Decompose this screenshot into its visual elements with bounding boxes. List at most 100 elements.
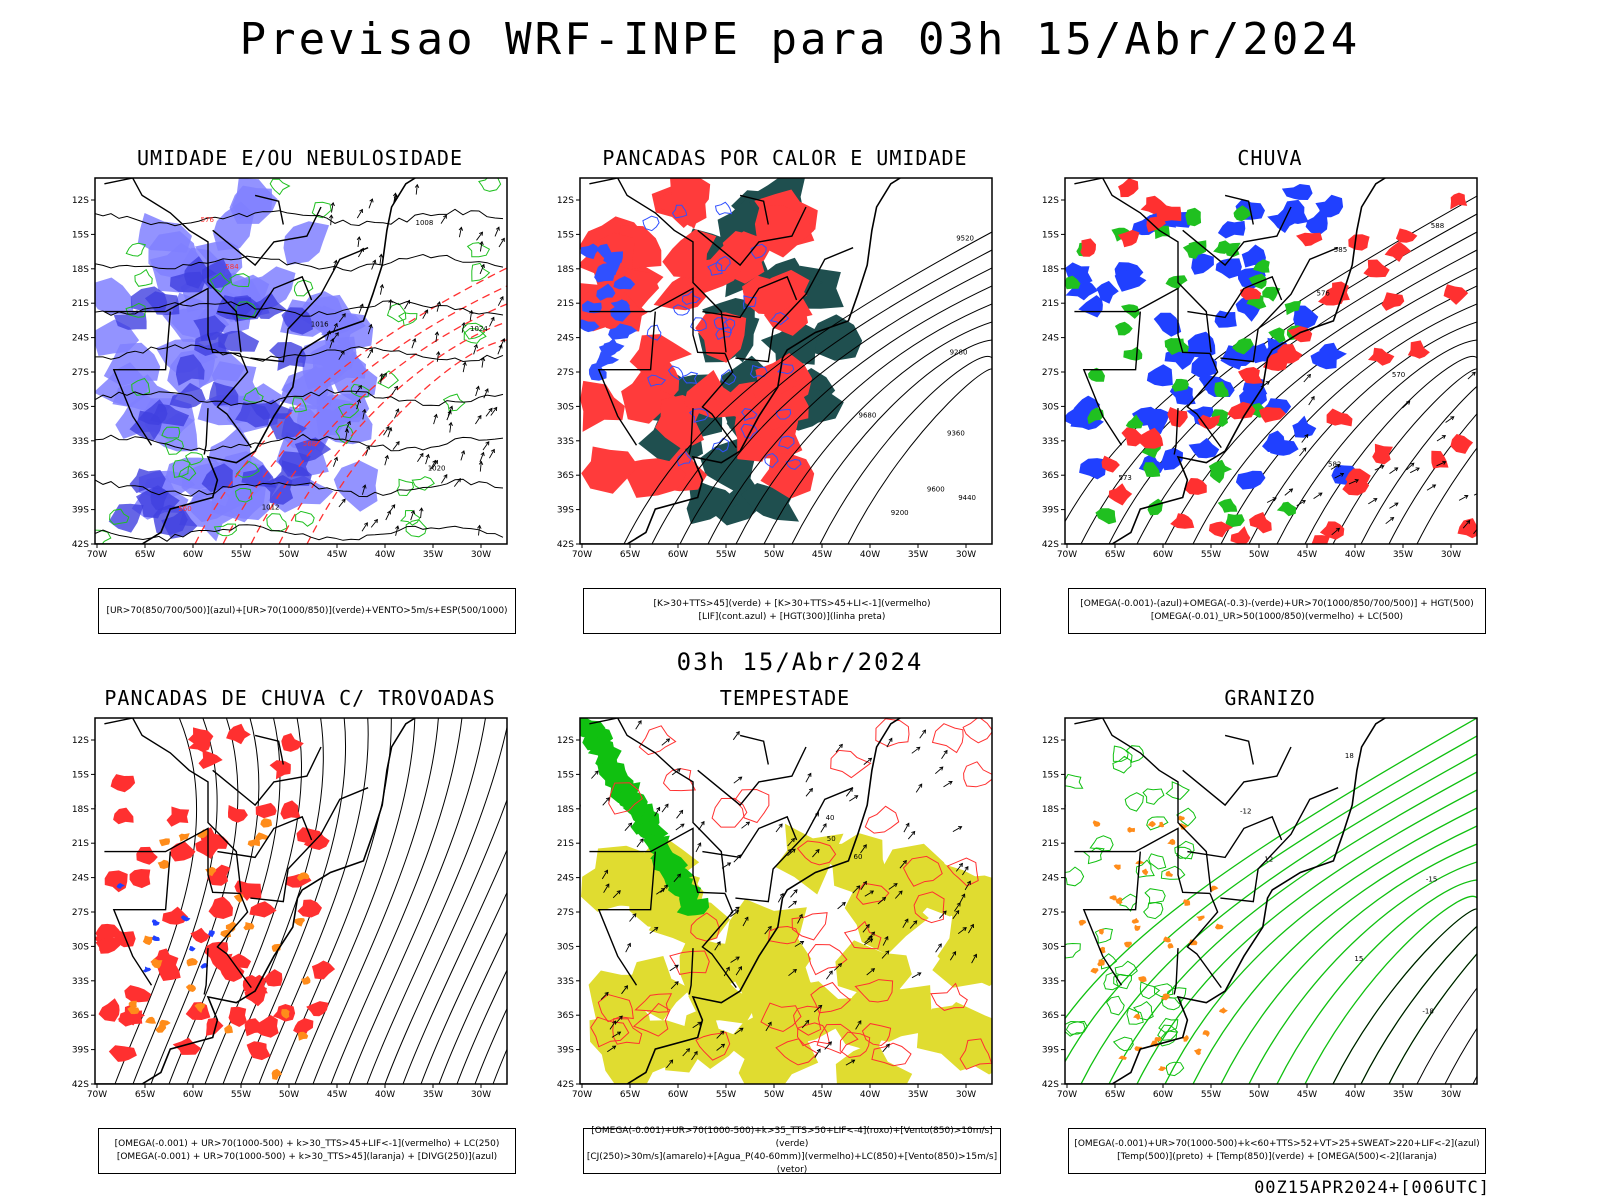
wind-vector xyxy=(864,890,874,897)
contour-label: 9600 xyxy=(927,485,945,493)
omega-orange xyxy=(1118,1055,1127,1060)
thunderstorm-orange xyxy=(243,922,255,931)
wind-vector xyxy=(682,1048,690,1057)
wind-vector xyxy=(1296,500,1306,507)
jet-yellow xyxy=(675,1004,746,1069)
wind-vector-head xyxy=(387,510,391,515)
lifted-index-contour xyxy=(667,365,684,381)
contour-label: 576 xyxy=(1317,289,1331,297)
water-contour xyxy=(810,981,852,1014)
humidity-fill-dark xyxy=(108,503,144,533)
thunderstorm-red xyxy=(162,906,189,925)
wind-vector-head xyxy=(479,231,484,236)
thunderstorm-orange xyxy=(281,1009,290,1019)
thunderstorm-orange xyxy=(151,958,163,969)
wind-vector-head xyxy=(663,884,669,889)
wind-vector xyxy=(361,522,368,532)
lon-tick-label: 45W xyxy=(327,1090,347,1100)
thunderstorm-red xyxy=(280,800,301,820)
wind-vector-head xyxy=(1335,527,1341,532)
omega-orange xyxy=(1167,943,1174,949)
wind-vector-head xyxy=(462,361,467,366)
lifted-index-contour xyxy=(749,364,768,379)
wind-vector-head xyxy=(818,1004,823,1009)
wind-vector xyxy=(338,498,346,508)
wind-vector xyxy=(964,881,971,891)
wind-vector xyxy=(389,299,392,310)
thunderstorm-orange xyxy=(271,943,282,952)
lat-tick-label: 30S xyxy=(72,402,89,412)
coastline xyxy=(95,718,416,1084)
wind-vector xyxy=(422,309,428,319)
omega-green xyxy=(1125,414,1144,429)
thunderstorm-red xyxy=(108,1045,137,1062)
divergence-blue xyxy=(180,915,191,922)
lon-tick-label: 70W xyxy=(87,550,107,560)
wind-vector xyxy=(394,408,399,419)
wind-vector-head xyxy=(1339,472,1345,477)
wind-vector-head xyxy=(493,406,498,412)
wind-vector xyxy=(370,519,378,528)
lat-tick-label: 33S xyxy=(557,977,574,987)
omega-green xyxy=(1167,338,1189,355)
omega-green xyxy=(1171,378,1189,392)
instability-fill-red xyxy=(695,312,747,363)
thunderstorm-red xyxy=(293,1018,314,1038)
country-border xyxy=(212,746,322,807)
divergence-blue xyxy=(142,966,152,973)
wind-vector-head xyxy=(1442,460,1447,465)
omega-green xyxy=(1217,498,1238,513)
omega-blue xyxy=(1065,278,1098,301)
lon-tick-label: 60W xyxy=(668,1090,688,1100)
lon-tick-label: 35W xyxy=(1393,550,1413,560)
wind-vector xyxy=(362,409,366,420)
water-contour xyxy=(695,1031,731,1061)
wind-vector-head xyxy=(654,926,659,931)
wind-vector-head xyxy=(1306,373,1311,378)
lat-tick-label: 18S xyxy=(72,805,89,815)
omega-orange xyxy=(1177,815,1185,821)
height-contour xyxy=(763,321,992,544)
height-contour xyxy=(1276,339,1477,544)
wind-vector-head xyxy=(739,1027,744,1032)
wind-vector-head xyxy=(628,822,633,827)
wind-vector-head xyxy=(346,420,351,425)
wind-vector-head xyxy=(885,950,890,955)
wind-vector xyxy=(814,1048,821,1058)
omega-red xyxy=(1450,192,1468,210)
wind-vector xyxy=(383,426,390,436)
wind-vector-head xyxy=(612,1045,617,1050)
wind-vector-head xyxy=(964,865,969,871)
streamline xyxy=(330,718,463,1084)
wind-vector-head xyxy=(808,787,813,793)
panel-title: UMIDADE E/OU NEBULOSIDADE xyxy=(136,146,464,170)
thunderstorm-red xyxy=(207,864,231,886)
wind-vector xyxy=(612,890,621,899)
wind-vector-head xyxy=(1354,478,1359,483)
wind-vector-head xyxy=(632,913,637,918)
humidity-contour xyxy=(178,465,197,482)
wind-vector-head xyxy=(738,965,742,971)
streamline xyxy=(456,969,507,1084)
country-border xyxy=(1187,815,1283,859)
water-contour xyxy=(864,805,900,834)
humidity-contour xyxy=(109,508,130,525)
wind-vector-head xyxy=(922,729,927,734)
thunderstorm-red xyxy=(208,896,233,919)
humidity-fill-dark xyxy=(150,487,180,511)
contour-label: 9680 xyxy=(859,412,877,420)
wind-vector xyxy=(1301,434,1309,443)
streamline xyxy=(402,848,507,1084)
wind-vector-head xyxy=(726,862,732,867)
omega-red xyxy=(1101,455,1120,473)
omega-orange xyxy=(1160,993,1170,1001)
country-border xyxy=(589,287,726,355)
coastline xyxy=(1065,718,1386,1084)
lat-tick-label: 33S xyxy=(1042,437,1059,447)
thunderstorm-red xyxy=(205,1017,224,1036)
wind-vector xyxy=(1426,484,1436,491)
wind-vector-head xyxy=(329,214,334,219)
wind-vector xyxy=(894,890,903,899)
temp850-contour xyxy=(1158,1017,1179,1033)
thunderstorm-red xyxy=(219,959,245,982)
